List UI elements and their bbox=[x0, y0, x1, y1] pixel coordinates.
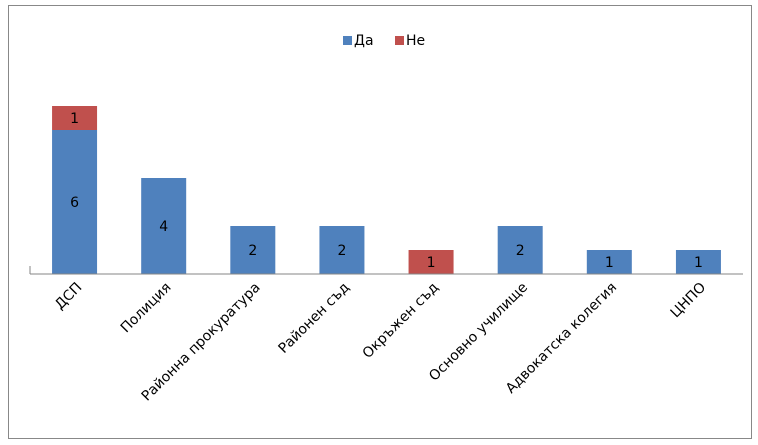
chart-frame bbox=[8, 5, 752, 439]
legend-label-1: Да bbox=[354, 33, 374, 49]
data-label-8-Да: 1 bbox=[694, 255, 703, 271]
data-label-5-Не: 1 bbox=[427, 255, 436, 271]
bar-4-Да bbox=[319, 226, 365, 274]
bar-1-Да bbox=[52, 130, 98, 274]
bar-7-Да bbox=[586, 250, 632, 274]
legend-swatch-2 bbox=[395, 36, 404, 45]
data-label-3-Да: 2 bbox=[248, 243, 257, 259]
data-label-4-Да: 2 bbox=[337, 243, 346, 259]
data-label-1-Не: 1 bbox=[70, 111, 79, 127]
bar-2-Да bbox=[141, 178, 187, 274]
legend-swatch-1 bbox=[343, 36, 352, 45]
x-tick-label-8: ЦНПО bbox=[668, 280, 710, 322]
x-tick-label-2: Полиция bbox=[118, 280, 175, 337]
legend-label-2: Не bbox=[406, 33, 425, 49]
x-tick-label-1: ДСП bbox=[52, 280, 85, 313]
data-label-6-Да: 2 bbox=[516, 243, 525, 259]
bar-5-Не bbox=[408, 250, 454, 274]
data-label-1-Да: 6 bbox=[70, 195, 79, 211]
bar-8-Да bbox=[675, 250, 721, 274]
bar-1-Не bbox=[52, 106, 98, 130]
data-label-7-Да: 1 bbox=[605, 255, 614, 271]
x-tick-label-5: Окръжен съд bbox=[360, 280, 442, 362]
data-label-2-Да: 4 bbox=[159, 219, 168, 235]
bar-3-Да bbox=[230, 226, 276, 274]
bar-6-Да bbox=[497, 226, 543, 274]
x-tick-label-6: Основно училище bbox=[426, 280, 531, 385]
x-tick-label-4: Районен съд bbox=[275, 280, 352, 357]
